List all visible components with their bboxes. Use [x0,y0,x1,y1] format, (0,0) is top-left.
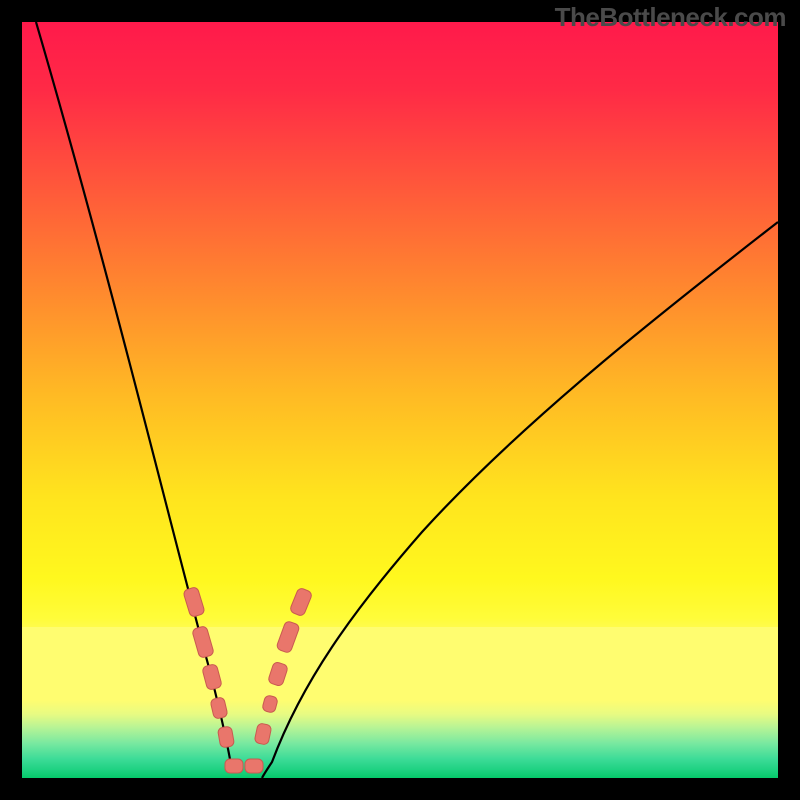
bead-marker [210,697,228,720]
bead-marker [254,723,272,745]
bead-marker [276,620,300,653]
bead-marker [267,661,288,687]
bead-marker [192,626,215,659]
bead-marker [245,759,263,773]
bead-marker [202,663,223,690]
chart-frame: TheBottleneck.com [0,0,800,800]
curve-path [36,22,232,770]
watermark-text: TheBottleneck.com [555,2,786,33]
bead-marker [183,586,206,617]
plot-area [22,22,778,778]
bead-marker [289,587,313,617]
curve-layer [22,22,778,778]
curve-path [262,222,778,778]
bead-marker [217,726,234,748]
bead-marker [262,695,279,714]
bead-marker [225,759,243,773]
